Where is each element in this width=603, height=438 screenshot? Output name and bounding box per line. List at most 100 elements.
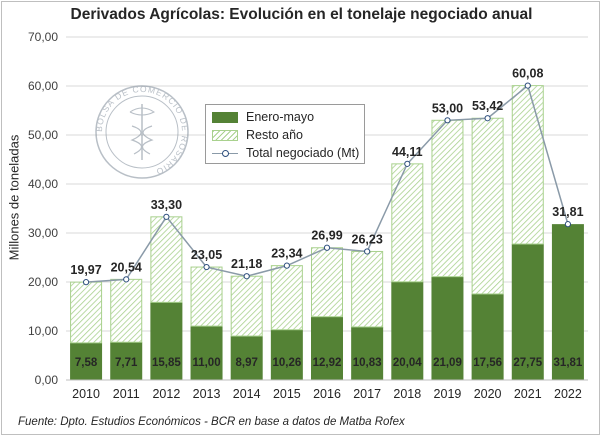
bcr-seal-watermark: BOLSA DE COMERCIO DE ROSARIO (94, 84, 189, 179)
bar-resto-ano (351, 250, 384, 328)
bar-enero-mayo (311, 316, 343, 380)
bar-resto-ano (110, 278, 143, 343)
x-tick-label: 2013 (193, 387, 221, 401)
x-tick-label: 2015 (273, 387, 301, 401)
total-data-label: 20,54 (111, 260, 142, 274)
total-point (484, 115, 491, 122)
bar-enero-mayo (391, 281, 424, 380)
bar-enero-mayo (110, 342, 143, 380)
legend-label: Enero-mayo (246, 110, 315, 124)
total-line-layer (82, 82, 572, 286)
total-data-label: 26,23 (352, 232, 383, 246)
bar-enero-mayo (270, 329, 303, 380)
legend-swatch-solid (212, 111, 238, 123)
x-tick-label: 2016 (313, 387, 341, 401)
bar-enero-mayo (431, 276, 464, 380)
total-point (444, 117, 451, 124)
bar-enero-mayo (190, 326, 223, 380)
axis-layer: 0,00 10,00 20,00 30,00 40,00 50,00 60,00 70,00 2… (28, 30, 588, 401)
bar-enero-mayo (351, 326, 384, 380)
total-data-label: 53,00 (432, 101, 463, 115)
bar-resto-ano (270, 265, 303, 331)
enero-mayo-data-label: 10,26 (272, 357, 301, 369)
legend-label: Resto año (246, 128, 303, 142)
y-tick-label: 70,00 (28, 30, 58, 44)
total-data-label: 31,81 (552, 205, 583, 219)
total-point (243, 273, 250, 280)
enero-mayo-data-label: 11,00 (192, 357, 220, 369)
bar-resto-ano (471, 117, 504, 295)
legend-swatch-line (212, 148, 238, 159)
enero-mayo-data-label: 7,58 (75, 357, 98, 369)
bar-resto-ano (391, 163, 424, 283)
bar-resto-ano (190, 266, 223, 327)
total-point (564, 221, 572, 228)
enero-mayo-data-label: 8,97 (235, 357, 257, 369)
enero-mayo-data-label: 21,09 (433, 357, 462, 369)
y-tick-label: 60,00 (28, 79, 58, 93)
total-point (82, 279, 90, 286)
bar-enero-mayo (511, 244, 544, 380)
total-data-label: 60,08 (512, 67, 543, 81)
y-tick-label: 40,00 (28, 177, 58, 191)
bar-enero-mayo (230, 336, 263, 380)
legend: Enero-mayo Resto año Total negociado (Mt… (205, 104, 365, 164)
x-tick-label: 2012 (152, 387, 180, 401)
bar-enero-mayo (471, 293, 504, 380)
x-tick-label: 2014 (233, 387, 261, 401)
enero-mayo-data-label: 27,75 (513, 357, 542, 369)
x-tick-label: 2020 (474, 387, 502, 401)
y-tick-label: 20,00 (28, 275, 58, 289)
enero-mayo-data-label: 7,71 (115, 357, 138, 369)
x-tick-label: 2022 (554, 387, 582, 401)
total-point (123, 276, 130, 283)
y-tick-label: 30,00 (28, 226, 58, 240)
bar-resto-ano (230, 275, 263, 337)
total-point (163, 213, 170, 220)
chart-title: Derivados Agrícolas: Evolución en el ton… (70, 6, 533, 23)
total-data-label: 23,34 (271, 247, 302, 261)
enero-mayo-data-label: 17,56 (473, 357, 502, 369)
x-tick-label: 2011 (113, 387, 140, 401)
legend-swatch-hatch (212, 129, 238, 141)
bar-resto-ano (431, 119, 464, 278)
source-note: Fuente: Dpto. Estudios Económicos - BCR … (18, 416, 405, 428)
labels-layer: 19,97 20,54 33,30 23,05 21,18 23,34 26,99 26,23… (70, 67, 583, 369)
enero-mayo-data-label: 10,83 (353, 357, 382, 369)
bars-layer (70, 85, 584, 380)
x-tick-label: 2017 (353, 387, 381, 401)
bar-resto-ano (311, 247, 343, 318)
total-data-label: 33,30 (151, 198, 182, 212)
x-tick-label: 2018 (393, 387, 421, 401)
x-tick-label: 2021 (514, 387, 542, 401)
total-point (203, 263, 210, 271)
total-point (404, 160, 411, 167)
enero-mayo-data-label: 31,81 (554, 357, 583, 369)
x-tick-label: 2019 (434, 387, 462, 401)
bar-resto-ano (511, 85, 544, 245)
enero-mayo-data-label: 20,04 (393, 357, 422, 369)
total-data-label: 19,97 (70, 263, 101, 277)
total-data-label: 26,99 (311, 229, 342, 243)
legend-label: Total negociado (Mt) (246, 146, 360, 160)
total-point (364, 248, 371, 255)
total-data-label: 53,42 (472, 99, 503, 113)
legend-item-enero-mayo: Enero-mayo (212, 109, 314, 125)
bar-resto-ano (150, 216, 183, 303)
y-tick-label: 50,00 (28, 128, 58, 142)
bar-enero-mayo (150, 302, 183, 380)
total-data-label: 44,11 (392, 145, 423, 159)
bar-resto-ano (70, 281, 103, 344)
x-tick-label: 2010 (72, 387, 100, 401)
bar-enero-mayo (70, 342, 103, 380)
total-data-label: 21,18 (231, 257, 262, 271)
total-point (323, 244, 331, 251)
total-point (524, 82, 531, 89)
enero-mayo-data-label: 12,92 (313, 357, 342, 369)
bar-enero-mayo (551, 224, 584, 380)
y-tick-label: 0,00 (35, 373, 59, 387)
total-point (283, 262, 290, 269)
legend-item-resto-ano: Resto año (212, 127, 303, 143)
legend-item-total: Total negociado (Mt) (212, 145, 359, 161)
